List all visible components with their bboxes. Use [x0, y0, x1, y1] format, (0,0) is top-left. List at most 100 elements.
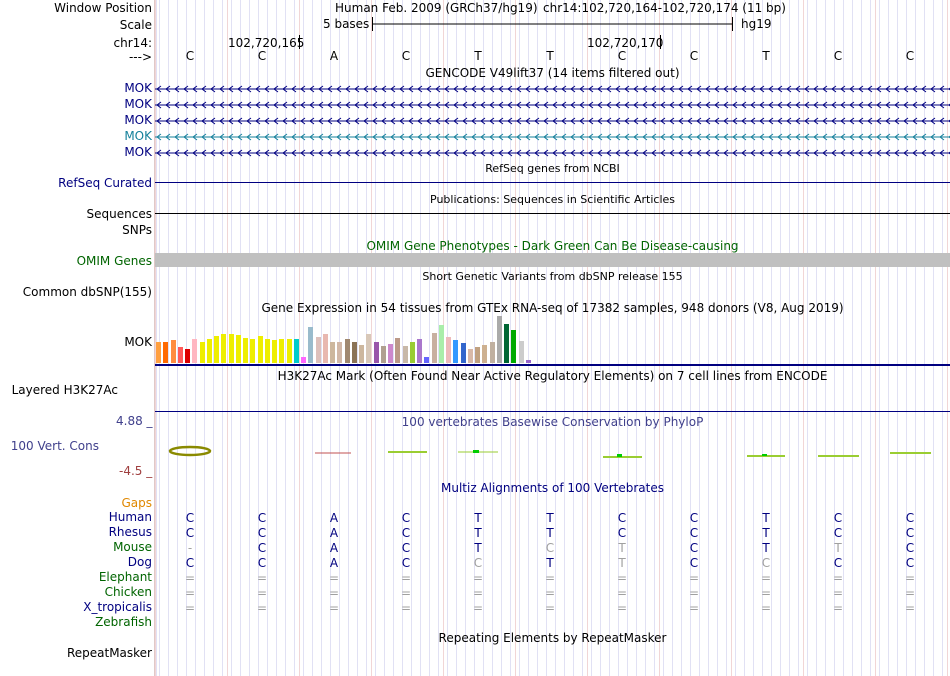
repeatmasker-track-title[interactable]: Repeating Elements by RepeatMasker — [438, 631, 667, 645]
gtex-tissue-bar[interactable] — [156, 342, 161, 363]
gtex-tissue-bar[interactable] — [301, 357, 306, 363]
gtex-tissue-bar[interactable] — [359, 345, 364, 363]
multiz-species-label[interactable]: Zebrafish — [95, 615, 152, 629]
gencode-transcript-line[interactable] — [155, 99, 950, 109]
gtex-tissue-bar[interactable] — [337, 342, 343, 363]
gtex-tissue-bar[interactable] — [192, 339, 198, 363]
gtex-tissue-bar[interactable] — [460, 343, 466, 363]
gtex-tissue-bar[interactable] — [496, 316, 502, 363]
gtex-tissue-bar[interactable] — [402, 346, 408, 363]
multiz-species-label[interactable]: Mouse — [113, 540, 152, 554]
gtex-tissue-bar[interactable] — [257, 336, 263, 363]
gtex-tissue-bar[interactable] — [344, 339, 350, 363]
refseq-label[interactable]: RefSeq Curated — [58, 176, 152, 190]
gtex-tissue-bar[interactable] — [250, 339, 256, 363]
multiz-base: C — [401, 526, 411, 540]
gencode-transcript-line[interactable] — [155, 131, 950, 141]
multiz-base: = — [256, 601, 268, 615]
gencode-transcript-label[interactable]: MOK — [124, 81, 152, 95]
gtex-tissue-bar[interactable] — [453, 340, 459, 363]
gtex-tissue-bar[interactable] — [243, 338, 248, 363]
phylop-signal[interactable] — [155, 440, 950, 466]
gtex-tissue-bar[interactable] — [279, 339, 285, 363]
gencode-transcript-line[interactable] — [155, 83, 950, 93]
gtex-tissue-bar[interactable] — [264, 339, 270, 363]
gtex-label[interactable]: MOK — [124, 335, 152, 349]
multiz-species-label[interactable]: Chicken — [104, 585, 152, 599]
gtex-tissue-bar[interactable] — [395, 338, 401, 363]
gtex-tissue-bar[interactable] — [489, 342, 495, 363]
gtex-tissue-bar[interactable] — [308, 327, 314, 363]
gtex-tissue-bar[interactable] — [475, 347, 480, 363]
gtex-tissue-bar[interactable] — [467, 349, 473, 363]
multiz-species-label[interactable]: Human — [108, 510, 152, 524]
h3k27ac-label[interactable]: Layered H3K27Ac — [11, 383, 118, 397]
gtex-tissue-bar[interactable] — [170, 340, 176, 363]
gaps-label[interactable]: Gaps — [121, 496, 152, 510]
multiz-species-label[interactable]: Rhesus — [108, 525, 152, 539]
dbsnp-label[interactable]: Common dbSNP(155) — [22, 285, 152, 299]
gtex-bar-chart[interactable] — [155, 316, 555, 363]
gtex-tissue-bar[interactable] — [221, 334, 227, 363]
publications-track-title[interactable]: Publications: Sequences in Scientific Ar… — [430, 193, 675, 206]
gtex-tissue-bar[interactable] — [185, 349, 190, 363]
gtex-tissue-bar[interactable] — [214, 336, 219, 363]
gtex-tissue-bar[interactable] — [163, 342, 169, 363]
gtex-tissue-bar[interactable] — [409, 342, 415, 363]
multiz-species-label[interactable]: Elephant — [98, 570, 152, 584]
gtex-tissue-bar[interactable] — [286, 339, 292, 363]
gtex-tissue-bar[interactable] — [293, 339, 299, 363]
omim-track-title[interactable]: OMIM Gene Phenotypes - Dark Green Can Be… — [366, 239, 739, 253]
gtex-tissue-bar[interactable] — [388, 344, 393, 363]
gtex-tissue-bar[interactable] — [228, 334, 234, 363]
sequence-base: T — [474, 49, 482, 63]
gencode-transcript-line[interactable] — [155, 115, 950, 125]
gtex-tissue-bar[interactable] — [417, 339, 422, 363]
gtex-tissue-bar[interactable] — [380, 346, 386, 363]
snps-label[interactable]: SNPs — [122, 223, 152, 237]
gtex-tissue-bar[interactable] — [351, 342, 357, 363]
gtex-tissue-bar[interactable] — [424, 357, 430, 363]
multiz-species-label[interactable]: Dog — [127, 555, 152, 569]
gtex-tissue-bar[interactable] — [272, 340, 277, 363]
h3k27ac-track-title[interactable]: H3K27Ac Mark (Often Found Near Active Re… — [277, 369, 828, 383]
gtex-tissue-bar[interactable] — [446, 337, 451, 363]
phylop-label[interactable]: 100 Vert. Cons — [10, 439, 99, 453]
gencode-transcript-line[interactable] — [155, 147, 950, 157]
phylop-track-title[interactable]: 100 vertebrates Basewise Conservation by… — [401, 415, 704, 429]
gencode-transcript-label[interactable]: MOK — [124, 145, 152, 159]
gencode-transcript-label[interactable]: MOK — [124, 129, 152, 143]
gtex-tissue-bar[interactable] — [366, 334, 372, 363]
gencode-transcript-label[interactable]: MOK — [124, 97, 152, 111]
gtex-tissue-bar[interactable] — [322, 334, 328, 363]
gtex-tissue-bar[interactable] — [206, 339, 212, 363]
gtex-tissue-bar[interactable] — [330, 342, 335, 363]
gencode-track-title[interactable]: GENCODE V49lift37 (14 items filtered out… — [425, 66, 680, 80]
gtex-track-title[interactable]: Gene Expression in 54 tissues from GTEx … — [261, 301, 844, 315]
gtex-tissue-bar[interactable] — [525, 360, 531, 363]
multiz-species-label[interactable]: X_tropicalis — [83, 600, 152, 614]
gtex-tissue-bar[interactable] — [373, 342, 379, 363]
gtex-tissue-bar[interactable] — [199, 342, 205, 363]
gtex-tissue-bar[interactable] — [177, 347, 183, 363]
multiz-track-title[interactable]: Multiz Alignments of 100 Vertebrates — [440, 481, 665, 495]
omim-label[interactable]: OMIM Genes — [76, 254, 152, 268]
publications-label[interactable]: Sequences — [86, 207, 152, 221]
gtex-tissue-bar[interactable] — [315, 337, 321, 363]
repeatmasker-label[interactable]: RepeatMasker — [66, 646, 152, 660]
gtex-tissue-bar[interactable] — [482, 345, 488, 363]
gtex-tissue-bar[interactable] — [504, 324, 509, 363]
refseq-track-title[interactable]: RefSeq genes from NCBI — [485, 162, 620, 175]
gtex-tissue-bar[interactable] — [518, 341, 524, 363]
sequence-base: C — [185, 49, 195, 63]
gtex-tissue-bar[interactable] — [431, 333, 437, 363]
position-text[interactable]: chr14:102,720,164-102,720,174 (11 bp) — [543, 1, 786, 15]
omim-bar[interactable] — [155, 253, 950, 267]
gencode-transcript-label[interactable]: MOK — [124, 113, 152, 127]
gtex-tissue-bar[interactable] — [511, 330, 517, 363]
dbsnp-track-title[interactable]: Short Genetic Variants from dbSNP releas… — [422, 270, 683, 283]
gtex-tissue-bar[interactable] — [235, 335, 241, 363]
gtex-tissue-bar[interactable] — [438, 325, 444, 363]
multiz-base: C — [689, 541, 699, 555]
phylop-min-value: -4.5 _ — [119, 464, 153, 478]
